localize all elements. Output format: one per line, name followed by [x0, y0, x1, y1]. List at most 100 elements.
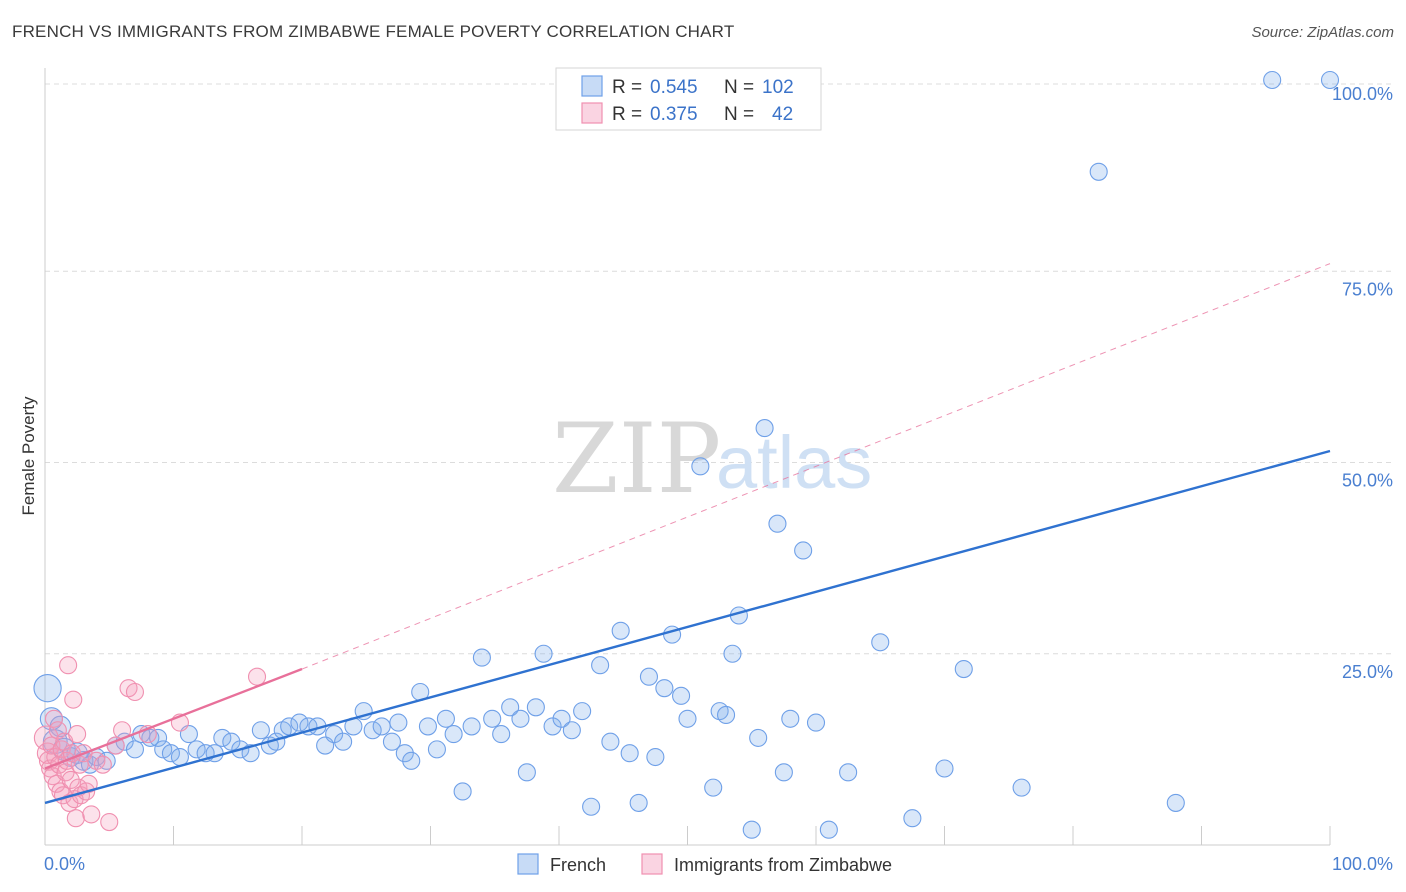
french-point-16: [149, 728, 168, 747]
french-point-79: [704, 778, 723, 797]
french-point-78: [691, 457, 710, 476]
legend-n-label-zimbabwe: N =: [724, 104, 754, 125]
y-tick-label-3: 100.0%: [1332, 84, 1393, 104]
x-tick-label-1: 100.0%: [1332, 854, 1393, 874]
french-point-58: [511, 709, 530, 728]
french-point-91: [806, 713, 826, 732]
french-point-70: [620, 744, 639, 763]
french-point-77: [678, 709, 697, 728]
french-point-44: [389, 713, 408, 732]
french-point-87: [768, 514, 787, 533]
french-point-42: [372, 717, 391, 736]
french-point-99: [1089, 162, 1108, 181]
zimbabwe-point-23: [66, 809, 85, 828]
french-point-21: [187, 740, 206, 759]
french-point-88: [774, 763, 793, 782]
x-tick-labels: 0.0% 100.0%: [44, 854, 1393, 874]
legend-swatch-zimbabwe: [581, 102, 603, 124]
chart-title: FRENCH VS IMMIGRANTS FROM ZIMBABWE FEMAL…: [12, 22, 735, 41]
y-tick-label-0: 25.0%: [1342, 662, 1393, 682]
watermark-zip: ZIP: [552, 403, 721, 515]
french-point-90: [794, 541, 813, 560]
french-point-43: [382, 732, 402, 751]
bottom-legend-zimbabwe: Immigrants from Zimbabwe: [674, 855, 892, 875]
zimbabwe-point-9: [48, 721, 67, 740]
french-point-72: [639, 667, 659, 686]
french-point-100: [1166, 793, 1185, 812]
french-point-38: [334, 732, 353, 751]
french-point-55: [483, 709, 502, 728]
french-point-57: [501, 698, 520, 717]
french-point-33: [290, 713, 309, 732]
zimbabwe-point-41: [247, 667, 267, 686]
french-point-59: [517, 763, 536, 782]
french-point-61: [534, 644, 553, 663]
french-point-89: [781, 709, 800, 728]
french-points: [33, 70, 1340, 839]
french-point-49: [427, 740, 446, 759]
french-point-92: [819, 820, 838, 839]
legend-r-label-zimbabwe: R =: [612, 104, 642, 125]
french-point-13: [125, 740, 144, 759]
french-point-84: [742, 820, 761, 839]
french-point-60: [526, 698, 545, 717]
french-point-24: [213, 728, 232, 747]
french-point-50: [436, 709, 455, 728]
bottom-legend-french: French: [550, 855, 606, 875]
french-point-52: [453, 782, 472, 801]
legend-n-value-french: 102: [762, 77, 794, 98]
y-axis-label: Female Poverty: [19, 396, 38, 516]
french-point-71: [629, 793, 648, 812]
legend-swatch-french: [581, 75, 603, 97]
french-point-19: [170, 747, 189, 767]
french-point-85: [749, 728, 768, 747]
y-tick-labels: 25.0% 50.0% 75.0% 100.0%: [1332, 84, 1393, 682]
french-point-41: [363, 721, 382, 740]
legend-r-value-french: 0.545: [650, 77, 698, 98]
french-point-65: [573, 702, 592, 721]
source-label: Source: ZipAtlas.com: [1251, 24, 1394, 41]
french-point-63: [552, 709, 571, 728]
french-point-66: [582, 797, 601, 816]
french-point-82: [723, 644, 742, 663]
french-point-51: [444, 725, 463, 744]
french-point-64: [562, 721, 581, 740]
french-point-28: [251, 721, 270, 740]
zimbabwe-point-6: [44, 709, 64, 728]
zimbabwe-point-17: [59, 656, 78, 675]
french-point-102: [1320, 70, 1340, 90]
zimbabwe-point-21: [64, 690, 83, 709]
french-point-76: [672, 686, 691, 705]
french-point-69: [611, 621, 630, 640]
axes: [44, 68, 1331, 846]
french-point-46: [402, 751, 421, 770]
french-point-96: [935, 759, 954, 778]
y-tick-label-2: 75.0%: [1342, 279, 1393, 299]
french-point-81: [716, 705, 736, 725]
bottom-legend-swatch-zimbabwe: [641, 853, 663, 875]
french-point-0: [33, 674, 62, 703]
french-point-73: [646, 747, 665, 767]
correlation-legend: R = 0.545 N = 102 R = 0.375 N = 42: [555, 67, 822, 131]
french-point-54: [472, 648, 491, 667]
french-point-94: [871, 633, 890, 652]
zimbabwe-trend-extension: [301, 263, 1331, 670]
french-point-45: [395, 744, 414, 763]
series-legend: French Immigrants from Zimbabwe: [517, 853, 892, 875]
french-point-86: [755, 419, 774, 438]
x-tick-label-0: 0.0%: [44, 854, 85, 874]
zimbabwe-point-24: [68, 725, 87, 744]
french-point-98: [1012, 778, 1031, 797]
grid-lines: [45, 83, 1392, 655]
zimbabwe-point-31: [82, 805, 101, 824]
zimbabwe-point-33: [93, 755, 112, 774]
french-point-68: [601, 732, 620, 751]
french-point-53: [462, 717, 481, 736]
french-point-97: [954, 659, 973, 679]
french-point-48: [418, 717, 437, 736]
zimbabwe-point-19: [61, 770, 80, 790]
french-point-67: [591, 656, 610, 675]
zimbabwe-point-38: [125, 682, 144, 702]
zimbabwe-point-34: [100, 812, 119, 832]
